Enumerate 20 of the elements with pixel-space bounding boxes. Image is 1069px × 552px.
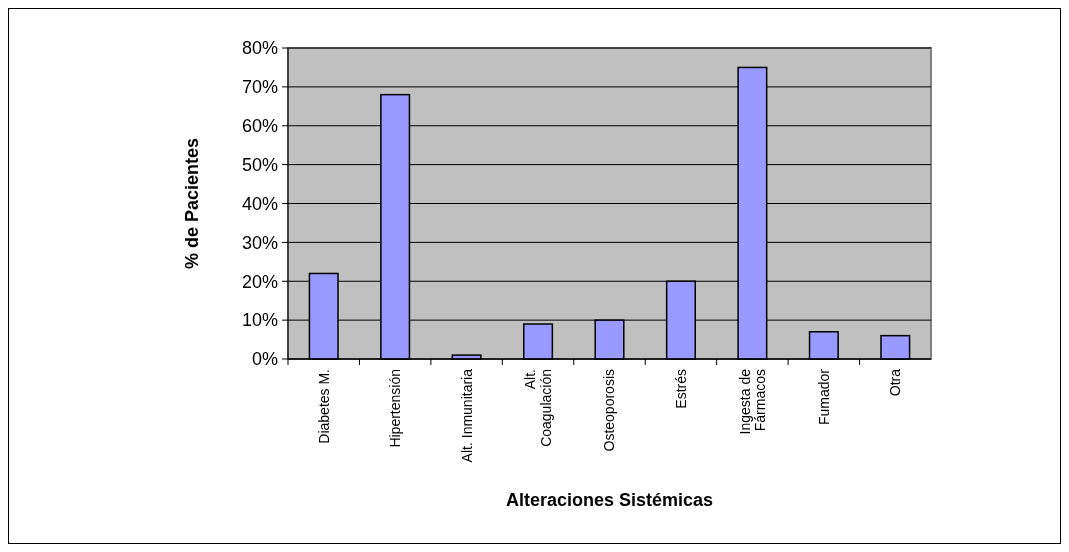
- x-tick-label: Estrés: [672, 369, 689, 409]
- y-tick-label: 30%: [241, 232, 278, 253]
- x-tick-label: Alt. Inmunitaria: [458, 368, 475, 463]
- x-axis-title: Alteraciones Sistémicas: [505, 490, 714, 510]
- x-tick-label: Osteoporosis: [601, 369, 618, 452]
- x-tick-label: Ingesta de Fármacos: [736, 368, 768, 435]
- x-tick-label: Fumador: [815, 368, 832, 426]
- x-tick-label: Otra: [887, 368, 904, 397]
- y-tick-label: 80%: [241, 38, 278, 59]
- y-tick-label: 50%: [241, 154, 278, 175]
- y-tick-label: 10%: [241, 310, 278, 331]
- y-tick-label: 0%: [251, 349, 278, 370]
- x-tick-label: Diabetes M.: [315, 369, 332, 444]
- y-tick-label: 20%: [241, 271, 278, 292]
- x-tick-label: Hipertensión: [387, 369, 404, 448]
- y-tick-label: 40%: [241, 193, 278, 214]
- y-tick-label: 60%: [241, 116, 278, 137]
- y-axis-title: % de Pacientes: [182, 137, 202, 270]
- x-tick-label: Alt. Coagulación: [522, 369, 554, 447]
- y-tick-label: 70%: [241, 77, 278, 98]
